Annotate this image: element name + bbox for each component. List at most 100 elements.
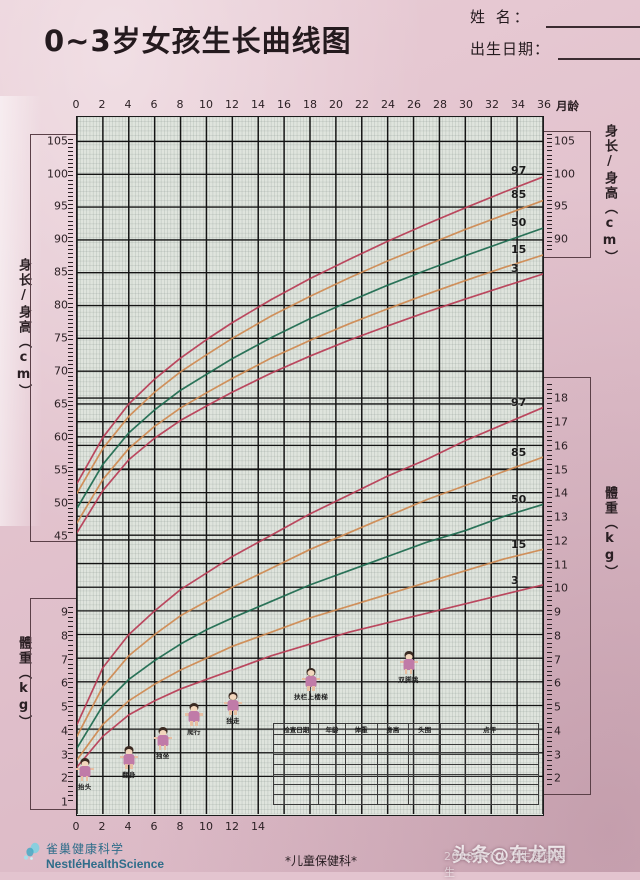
y-tick-right-weight-2: 2: [554, 771, 561, 785]
record-cell[interactable]: [344, 794, 378, 806]
record-table-row[interactable]: [273, 794, 539, 806]
record-cell[interactable]: [344, 734, 378, 746]
child-figure-icon: [75, 758, 94, 781]
y-tick-left-height-65: 65: [54, 397, 68, 411]
milestone-label: 独坐: [155, 752, 170, 761]
curve-label-height-p85: 85: [511, 187, 527, 201]
chart-grid-and-curves: [77, 117, 543, 814]
milestone-label: 扶栏上楼梯: [294, 692, 328, 701]
record-cell[interactable]: [376, 794, 410, 806]
record-cell[interactable]: [344, 764, 378, 776]
y-axis-title-right-height: 身长/身高（cm）: [602, 124, 617, 265]
record-cell[interactable]: [376, 734, 410, 746]
record-cell[interactable]: [440, 794, 539, 806]
curve-label-weight-p97: 97: [511, 395, 527, 409]
tick-comb-right-height: [547, 134, 552, 253]
curve-label-weight-p50: 50: [511, 493, 527, 507]
tick-comb-right-weight: [547, 384, 552, 788]
record-cell[interactable]: [344, 744, 378, 756]
child-figure-icon: [185, 703, 203, 727]
record-cell[interactable]: [408, 734, 441, 746]
record-table[interactable]: 检查日期 年龄 体重 身高 头围 点评: [273, 723, 539, 806]
record-cell[interactable]: [440, 774, 539, 786]
record-cell[interactable]: [408, 774, 441, 786]
y-tick-right-weight-16: 16: [554, 439, 568, 453]
y-tick-right-weight-8: 8: [554, 629, 561, 643]
x-tick-bottom-10: 10: [199, 820, 213, 833]
record-table-row[interactable]: [273, 734, 539, 746]
dob-field-label: 出生日期：: [470, 40, 551, 58]
record-table-row[interactable]: [273, 764, 539, 776]
record-cell[interactable]: [273, 734, 320, 746]
record-cell[interactable]: [318, 754, 346, 766]
record-cell[interactable]: [344, 784, 378, 796]
y-tick-left-weight-7: 7: [61, 653, 68, 666]
record-col-3: 身高: [376, 723, 410, 736]
y-tick-right-height-95: 95: [554, 199, 568, 213]
record-table-row[interactable]: [273, 744, 539, 756]
y-tick-left-weight-1: 1: [61, 795, 68, 809]
record-cell[interactable]: [273, 774, 320, 786]
y-tick-left-weight-4: 4: [61, 724, 68, 738]
y-tick-left-height-45: 45: [54, 529, 68, 543]
record-cell[interactable]: [376, 754, 410, 766]
record-table-row[interactable]: [273, 784, 539, 796]
name-field-rule[interactable]: [546, 26, 640, 28]
record-cell[interactable]: [318, 794, 346, 806]
x-tick-top-4: 4: [124, 98, 132, 111]
record-table-row[interactable]: [273, 774, 539, 786]
x-tick-top-16: 16: [277, 98, 291, 111]
record-cell[interactable]: [408, 744, 441, 756]
x-tick-top-28: 28: [433, 98, 447, 111]
record-cell[interactable]: [318, 764, 346, 776]
y-tick-left-weight-8: 8: [61, 629, 68, 643]
x-tick-bottom-4: 4: [124, 820, 132, 833]
curve-label-height-p50: 50: [511, 215, 527, 229]
dob-field-rule[interactable]: [558, 58, 640, 60]
y-tick-left-height-70: 70: [54, 364, 68, 378]
record-cell[interactable]: [273, 764, 320, 776]
record-cell[interactable]: [440, 784, 539, 796]
record-cell[interactable]: [408, 784, 441, 796]
growth-chart-plot[interactable]: 抬头 翻身 独坐 爬行 独走 扶栏上楼梯 双脚跳 97 85 50 15 3 97 85 50 15 3 检查…: [75, 116, 544, 816]
record-cell[interactable]: [408, 754, 441, 766]
y-tick-right-weight-5: 5: [554, 700, 561, 714]
record-col-0: 检查日期: [273, 723, 320, 736]
milestone-label: 抬头: [78, 783, 92, 791]
record-cell[interactable]: [273, 794, 320, 806]
child-figure-icon: [120, 746, 138, 770]
y-tick-right-weight-14: 14: [554, 486, 568, 500]
record-cell[interactable]: [273, 784, 320, 796]
record-cell[interactable]: [408, 764, 441, 776]
x-tick-top-8: 8: [176, 98, 184, 111]
record-cell[interactable]: [344, 754, 378, 766]
record-cell[interactable]: [376, 764, 410, 776]
record-cell[interactable]: [318, 784, 346, 796]
record-cell[interactable]: [318, 734, 346, 746]
record-cell[interactable]: [318, 744, 346, 756]
record-cell[interactable]: [344, 774, 378, 786]
curve-label-weight-p3: 3: [511, 573, 519, 587]
record-table-row[interactable]: [273, 754, 539, 766]
record-cell[interactable]: [376, 744, 410, 756]
record-cell[interactable]: [376, 774, 410, 786]
y-axis-title-left-height: 身长/身高（cm）: [16, 258, 31, 399]
record-cell[interactable]: [440, 744, 539, 756]
watermark: 头条@东龙网 2008年个人卫生健康医生: [444, 840, 566, 879]
record-cell[interactable]: [273, 754, 320, 766]
x-tick-top-36: 36: [537, 98, 551, 111]
y-tick-left-height-85: 85: [54, 265, 68, 279]
brand-name-cn: 雀巢健康科学: [46, 842, 125, 856]
record-cell[interactable]: [440, 754, 539, 766]
record-cell[interactable]: [440, 734, 539, 746]
record-cell[interactable]: [408, 794, 441, 806]
record-cell[interactable]: [440, 764, 539, 776]
x-tick-top-22: 22: [355, 98, 369, 111]
y-tick-right-weight-7: 7: [554, 653, 561, 666]
y-tick-right-weight-10: 10: [554, 581, 568, 595]
y-tick-right-weight-18: 18: [554, 391, 568, 405]
x-tick-top-30: 30: [459, 98, 473, 111]
record-cell[interactable]: [318, 774, 346, 786]
record-cell[interactable]: [273, 744, 320, 756]
record-cell[interactable]: [376, 784, 410, 796]
